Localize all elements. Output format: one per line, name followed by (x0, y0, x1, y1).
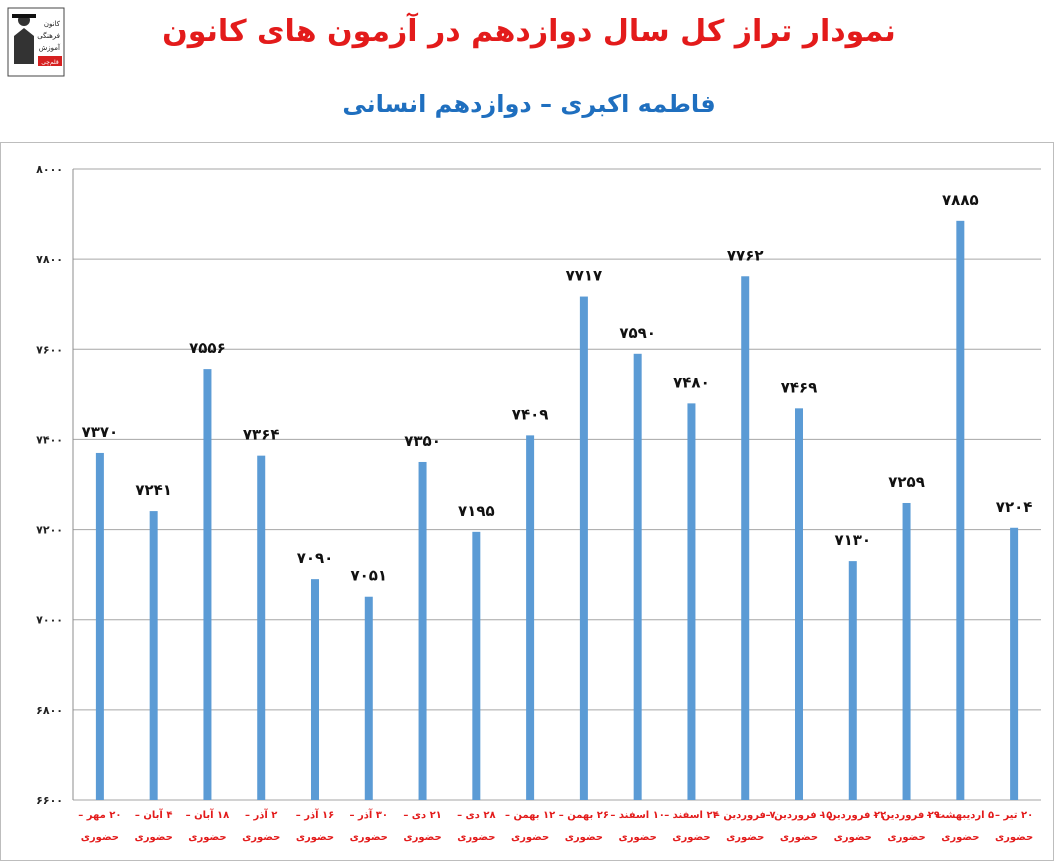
bar-chart: ۶۶۰۰ ۶۸۰۰ ۷۰۰۰ ۷۲۰۰ ۷۴۰۰ ۷۶۰۰ ۷۸۰۰ ۸۰۰۰ ۷۳۷۰ ۲۰ م… (36, 163, 1041, 843)
logo-badge: قلم‌چی (41, 59, 59, 66)
x-tick-label-sub: حضوری (887, 832, 925, 843)
x-tick-label-sub: حضوری (457, 832, 495, 843)
y-tick-label: ۷۸۰۰ (36, 253, 63, 266)
y-tick-label: ۷۶۰۰ (36, 343, 63, 356)
bar (795, 408, 803, 800)
x-tick-label-sub: حضوری (81, 832, 119, 843)
bar (633, 353, 642, 800)
bar (418, 461, 427, 800)
data-label: ۷۱۹۵ (458, 502, 495, 520)
x-tick-label-sub: حضوری (350, 832, 388, 843)
x-tick-label-sub: حضوری (135, 832, 173, 843)
bar (472, 531, 481, 800)
data-label: ۷۲۴۱ (135, 481, 172, 499)
data-label: ۷۲۰۴ (996, 498, 1033, 516)
logo-line-2: فرهنگی (37, 31, 60, 40)
x-tick-label: ۱۸ آبان – (186, 808, 230, 821)
x-tick-label: ۱۵ فروردین – (766, 810, 833, 821)
bar (257, 455, 266, 800)
bar (364, 596, 373, 800)
logo-line-3: آموزش (39, 43, 61, 52)
x-tick-label: ۷ فروردین – (715, 810, 776, 821)
data-label: ۷۰۵۱ (350, 567, 387, 585)
x-tick-label-sub: حضوری (941, 832, 979, 843)
x-tick-label: ۱۶ آذر – (296, 808, 335, 821)
x-tick-label: ۳۰ آذر – (350, 808, 389, 821)
chart-frame: ۶۶۰۰ ۶۸۰۰ ۷۰۰۰ ۷۲۰۰ ۷۴۰۰ ۷۶۰۰ ۷۸۰۰ ۸۰۰۰ ۷۳۷۰ ۲۰ م… (0, 142, 1054, 861)
data-label: ۷۴۰۹ (512, 405, 549, 423)
data-label: ۷۳۶۴ (243, 426, 280, 444)
bar (311, 579, 319, 800)
bar (956, 220, 965, 800)
data-label: ۷۸۸۵ (942, 191, 979, 209)
x-tick-label-sub: حضوری (619, 832, 657, 843)
x-tick-label-sub: حضوری (296, 832, 334, 843)
y-tick-label: ۶۶۰۰ (36, 794, 63, 807)
x-tick-label-sub: حضوری (780, 832, 818, 843)
bar (203, 369, 212, 800)
chart-subtitle: فاطمه اکبری – دوازدهم انسانی (342, 90, 716, 118)
bar (848, 561, 857, 800)
x-tick-label-sub: حضوری (565, 832, 603, 843)
data-label: ۷۰۹۰ (297, 549, 334, 567)
logo-line-1: کانون (44, 20, 61, 28)
bar (687, 403, 696, 800)
x-tick-label: ۲۲ فروردین – (819, 810, 886, 821)
kanoon-logo: کانون فرهنگی آموزش قلم‌چی (7, 7, 65, 77)
data-label: ۷۵۹۰ (619, 324, 656, 342)
bar (902, 502, 911, 800)
data-label: ۷۳۵۰ (404, 432, 441, 450)
x-tick-label-sub: حضوری (726, 832, 764, 843)
x-tick-label: ۲۸ دی – (457, 810, 495, 821)
x-tick-label-sub: حضوری (672, 832, 710, 843)
data-label: ۷۷۶۲ (727, 246, 764, 264)
bar (95, 452, 104, 800)
bar (149, 511, 158, 800)
x-tick-label: ۲ آذر – (245, 808, 277, 821)
y-tick-label: ۷۴۰۰ (36, 433, 63, 446)
x-tick-label-sub: حضوری (403, 832, 441, 843)
x-tick-label-sub: حضوری (995, 832, 1033, 843)
data-label: ۷۱۳۰ (834, 531, 871, 549)
x-tick-label: ۲۹ فروردین – (873, 810, 940, 821)
chart-title: نمودار تراز کل سال دوازدهم در آزمون های … (162, 14, 896, 49)
data-label: ۷۳۷۰ (82, 423, 119, 441)
data-label: ۷۴۶۹ (781, 378, 818, 396)
x-tick-label-sub: حضوری (242, 832, 280, 843)
x-tick-label-sub: حضوری (188, 832, 226, 843)
data-label: ۷۲۵۹ (888, 473, 925, 491)
y-tick-label: ۶۸۰۰ (36, 704, 63, 717)
x-tick-label: ۴ آبان – (135, 808, 173, 821)
x-tick-label-sub: حضوری (834, 832, 872, 843)
y-tick-label: ۸۰۰۰ (36, 163, 63, 176)
x-tick-label: ۲۰ مهر – (78, 810, 121, 821)
x-tick-label: ۵ اردیبهشت – (927, 810, 995, 821)
data-label: ۷۵۵۶ (189, 339, 226, 357)
data-label: ۷۴۸۰ (673, 373, 710, 391)
x-tick-label: ۱۰ اسفند – (610, 810, 665, 821)
x-tick-label: ۲۶ بهمن – (559, 810, 609, 821)
x-tick-label: ۱۲ بهمن – (505, 810, 555, 821)
x-tick-label: ۲۱ دی – (403, 810, 441, 821)
data-label: ۷۷۱۷ (566, 267, 603, 285)
y-tick-label: ۷۰۰۰ (36, 614, 63, 627)
bar (579, 296, 588, 800)
bar (526, 435, 535, 800)
x-tick-label-sub: حضوری (511, 832, 549, 843)
y-tick-label: ۷۲۰۰ (36, 524, 63, 537)
x-tick-label: ۲۰ تیر – (995, 810, 1033, 821)
bar (1010, 527, 1019, 800)
bar (741, 276, 750, 800)
x-tick-label: ۲۴ اسفند – (664, 810, 719, 821)
